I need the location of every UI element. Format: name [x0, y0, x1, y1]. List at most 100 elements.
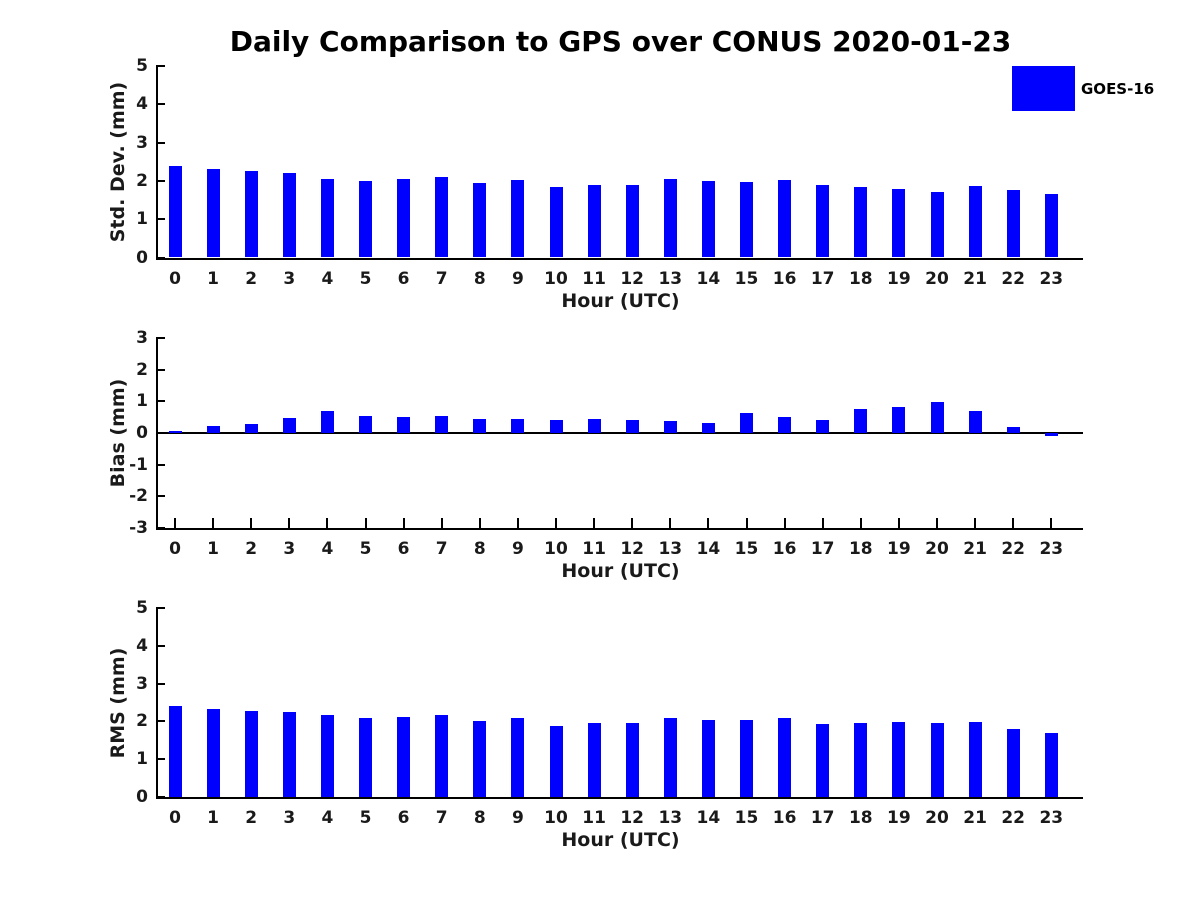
x-tick-label: 23	[1039, 539, 1064, 559]
bar	[625, 419, 639, 433]
x-tick	[631, 518, 634, 528]
y-tick-label: 5	[136, 598, 148, 618]
y-tick-label: 3	[136, 328, 148, 348]
y-tick	[158, 796, 165, 798]
bar	[473, 182, 487, 258]
bar	[168, 165, 182, 258]
x-tick-label: 9	[511, 539, 524, 559]
x-tick	[288, 518, 291, 528]
bar	[359, 180, 372, 258]
y-axis	[156, 607, 158, 799]
x-tick-label: 4	[321, 808, 334, 828]
x-tick-label: 1	[207, 268, 220, 289]
x-tick	[859, 518, 862, 528]
x-tick-label: 17	[810, 808, 835, 828]
bar	[244, 170, 258, 258]
x-axis-label: Hour (UTC)	[561, 560, 680, 582]
bar	[359, 718, 372, 797]
y-axis	[156, 65, 158, 260]
x-tick-label: 8	[473, 539, 486, 559]
bar	[968, 721, 982, 797]
bar	[816, 420, 830, 433]
x-axis	[156, 257, 1083, 260]
x-tick-label: 15	[734, 808, 759, 828]
bar	[930, 402, 944, 433]
bar	[511, 179, 525, 258]
x-tick	[212, 518, 215, 528]
x-tick-label: 21	[963, 539, 987, 559]
x-tick-label: 17	[810, 539, 835, 559]
bar	[625, 184, 639, 258]
y-tick-label: -2	[129, 486, 148, 507]
bar	[435, 177, 449, 258]
legend-label: GOES-16	[1081, 80, 1155, 98]
y-tick	[158, 400, 165, 403]
bar	[663, 179, 677, 258]
x-tick-label: 0	[169, 808, 181, 828]
x-tick	[402, 518, 405, 528]
y-tick-label: 0	[136, 787, 148, 807]
y-tick	[158, 495, 165, 498]
x-tick-label: 3	[283, 539, 296, 559]
bar	[778, 416, 792, 433]
bar	[968, 410, 982, 433]
x-tick-label: 6	[397, 539, 410, 559]
x-tick-label: 2	[245, 268, 258, 289]
bar	[778, 717, 792, 797]
x-tick-label: 12	[620, 268, 645, 289]
y-tick-label: 2	[136, 359, 148, 380]
y-tick-label: 2	[136, 170, 148, 191]
bar	[1044, 193, 1058, 258]
bar	[435, 415, 449, 433]
x-tick	[707, 518, 710, 528]
x-tick-label: 6	[397, 808, 410, 828]
bar	[282, 172, 296, 258]
x-tick	[821, 518, 824, 528]
y-tick-label: 1	[136, 749, 148, 770]
bar	[1006, 728, 1020, 797]
bar	[701, 180, 715, 258]
x-tick-label: 0	[169, 539, 181, 559]
x-tick	[516, 518, 519, 528]
bar	[206, 425, 220, 433]
zero-line	[156, 432, 1083, 434]
x-tick	[440, 518, 443, 528]
x-tick-label: 16	[772, 539, 797, 559]
x-tick-label: 5	[359, 268, 372, 289]
bar	[892, 406, 906, 433]
bar	[1044, 433, 1058, 437]
x-tick-label: 2	[245, 539, 258, 559]
x-tick-label: 18	[848, 808, 873, 828]
x-tick-label: 22	[1001, 808, 1026, 828]
x-tick-label: 0	[169, 268, 181, 289]
x-tick-label: 16	[772, 808, 797, 828]
bar	[740, 719, 753, 797]
x-tick-label: 7	[435, 539, 448, 559]
figure-title: Daily Comparison to GPS over CONUS 2020-…	[229, 25, 1012, 58]
x-tick	[669, 518, 672, 528]
y-tick	[158, 527, 165, 529]
bar	[701, 719, 715, 797]
x-axis	[156, 797, 1083, 799]
bar	[206, 708, 220, 797]
x-tick-label: 10	[544, 539, 568, 559]
x-tick-label: 5	[359, 808, 372, 828]
x-tick-label: 3	[283, 808, 296, 828]
bar	[663, 718, 677, 797]
x-tick-label: 21	[963, 808, 987, 828]
y-axis-label: Std. Dev. (mm)	[107, 81, 129, 243]
bar	[168, 706, 182, 797]
bar	[587, 723, 601, 797]
x-tick-label: 2	[245, 808, 258, 828]
bar	[930, 192, 944, 258]
x-tick-label: 22	[1001, 539, 1026, 559]
x-tick-label: 13	[658, 539, 683, 559]
bar	[282, 711, 296, 797]
y-tick	[158, 141, 165, 144]
legend-swatch-goes16	[1012, 66, 1075, 111]
bar	[320, 714, 334, 797]
bar	[549, 187, 563, 258]
bar	[549, 419, 563, 433]
x-tick-label: 7	[435, 268, 448, 289]
bar	[1006, 426, 1020, 433]
